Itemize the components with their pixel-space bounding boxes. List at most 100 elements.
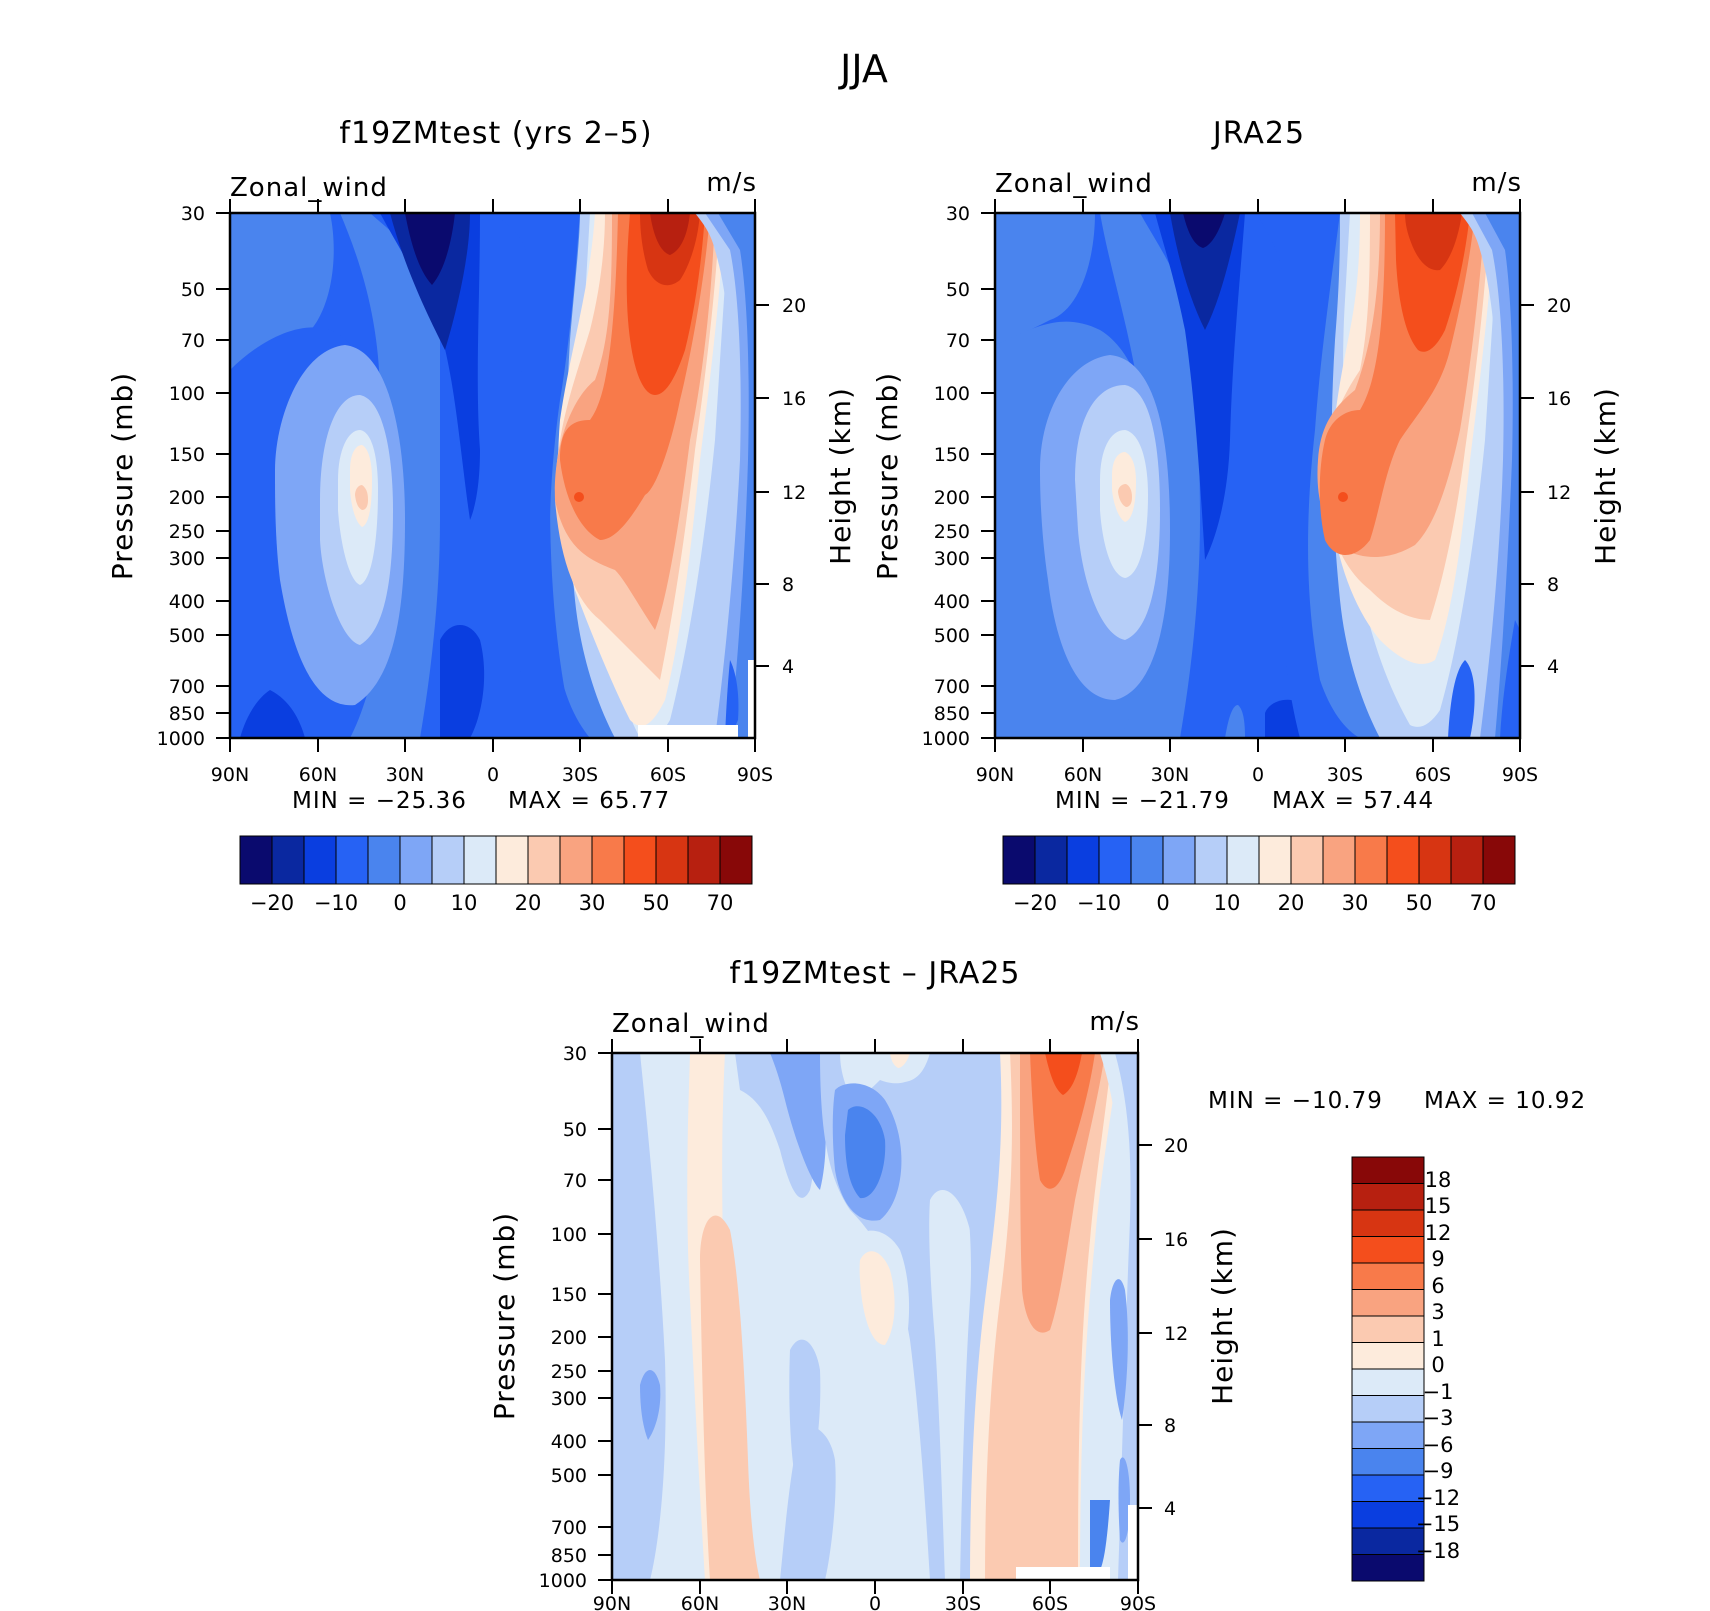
contour-field xyxy=(612,1053,1138,1580)
colorbar-labels: 18 15 12 9 6 3 1 0 −1 −3 −6 −9 −12 −15 −… xyxy=(1416,1168,1460,1563)
y-tick-labels: 30 50 70 100 150 200 250 300 400 500 700… xyxy=(922,203,970,750)
y-tick-label: 30 xyxy=(563,1043,587,1065)
colorbar-label: 30 xyxy=(1342,891,1369,915)
x-tick-labels: 90N 60N 30N 0 30S 60S 90S xyxy=(593,1593,1156,1611)
y2-tick-label: 4 xyxy=(1164,1498,1176,1520)
colorbar-label: 70 xyxy=(707,891,734,915)
y2-tick-labels: 20 16 12 8 4 xyxy=(1164,1135,1188,1520)
y-tick-label: 70 xyxy=(563,1170,587,1192)
y2-tick-label: 20 xyxy=(1547,295,1571,317)
y-tick-label: 500 xyxy=(934,625,970,647)
colorbar-swatch xyxy=(687,835,721,885)
panel-model: f19ZMtest (yrs 2–5) Zonal_wind m/s xyxy=(106,116,857,915)
colorbar-swatch xyxy=(1194,835,1228,885)
contour-field xyxy=(995,213,1520,738)
x-tick-label: 60S xyxy=(1032,1593,1068,1611)
y-tick-label: 300 xyxy=(169,548,205,570)
colorbar-swatch xyxy=(239,835,273,885)
colorbar-label: −12 xyxy=(1416,1486,1460,1510)
y2-tick-label: 12 xyxy=(782,482,806,504)
colorbar-swatch xyxy=(1351,1262,1425,1290)
colorbar-swatch xyxy=(1351,1289,1425,1317)
colorbar-label: 12 xyxy=(1425,1221,1452,1245)
colorbar-swatch xyxy=(495,835,529,885)
colorbar-label: 50 xyxy=(643,891,670,915)
y2-axis-label: Height (km) xyxy=(1206,1227,1239,1405)
colorbar-label: 18 xyxy=(1425,1168,1452,1192)
max-value: MAX = 65.77 xyxy=(508,788,670,814)
colorbar-label: 70 xyxy=(1470,891,1497,915)
y-tick-label: 50 xyxy=(946,279,970,301)
y-tick-label: 150 xyxy=(551,1284,587,1306)
x-tick-label: 30N xyxy=(768,1593,806,1611)
y2-tick-labels: 20 16 12 8 4 xyxy=(1547,295,1571,678)
colorbar-swatch xyxy=(655,835,689,885)
colorbar-label: 20 xyxy=(515,891,542,915)
colorbar-swatch xyxy=(335,835,369,885)
x-tick-label: 90S xyxy=(1120,1593,1156,1611)
y-tick-label: 1000 xyxy=(539,1570,587,1592)
y-tick-label: 70 xyxy=(181,330,205,352)
x-tick-label: 30N xyxy=(1151,764,1189,786)
y-tick-label: 200 xyxy=(169,487,205,509)
colorbar-labels: −20 −10 0 10 20 30 50 70 xyxy=(1013,891,1497,915)
colorbar-label: −10 xyxy=(314,891,358,915)
colorbar-label: 20 xyxy=(1278,891,1305,915)
y-tick-label: 100 xyxy=(551,1224,587,1246)
colorbar-label: 50 xyxy=(1406,891,1433,915)
x-tick-label: 90S xyxy=(737,764,773,786)
panel-title: JRA25 xyxy=(1211,116,1305,151)
y2-tick-label: 12 xyxy=(1164,1323,1188,1345)
colorbar-swatch xyxy=(1130,835,1164,885)
variable-label: Zonal_wind xyxy=(995,169,1153,199)
min-value: MIN = −21.79 xyxy=(1055,788,1230,814)
y-tick-label: 200 xyxy=(934,487,970,509)
colorbar-swatch xyxy=(1418,835,1452,885)
x-tick-label: 60S xyxy=(1415,764,1451,786)
colorbar-swatch xyxy=(623,835,657,885)
x-tick-label: 90N xyxy=(976,764,1014,786)
colorbar-label: −6 xyxy=(1423,1433,1454,1457)
panel-title: f19ZMtest – JRA25 xyxy=(729,956,1020,991)
x-tick-label: 60N xyxy=(1064,764,1102,786)
x-tick-labels: 90N 60N 30N 0 30S 60S 90S xyxy=(211,764,773,786)
y-tick-label: 700 xyxy=(169,676,205,698)
colorbar-label: 3 xyxy=(1431,1300,1444,1324)
units-label: m/s xyxy=(1471,168,1522,198)
colorbar-swatch xyxy=(1351,1342,1425,1370)
y-tick-label: 50 xyxy=(563,1119,587,1141)
colorbar-swatch xyxy=(1098,835,1132,885)
colorbar-swatch xyxy=(1002,835,1036,885)
y-tick-label: 250 xyxy=(551,1361,587,1383)
colorbar-label: −10 xyxy=(1077,891,1121,915)
colorbar-swatch xyxy=(527,835,561,885)
colorbar-swatch xyxy=(1351,1395,1425,1423)
colorbar-swatch xyxy=(1450,835,1484,885)
y-tick-label: 70 xyxy=(946,330,970,352)
panel-title: f19ZMtest (yrs 2–5) xyxy=(339,116,652,151)
y2-tick-label: 4 xyxy=(782,656,794,678)
y-tick-label: 850 xyxy=(551,1545,587,1567)
x-tick-label: 30S xyxy=(1327,764,1363,786)
colorbar xyxy=(1351,1156,1425,1582)
y-tick-label: 850 xyxy=(169,703,205,725)
y2-tick-label: 16 xyxy=(1547,388,1571,410)
panel-reanalysis: JRA25 Zonal_wind m/s xyxy=(871,116,1622,915)
colorbar-label: 0 xyxy=(393,891,406,915)
figure-title: JJA xyxy=(838,47,888,91)
colorbar-swatch xyxy=(1482,835,1516,885)
colorbar xyxy=(239,835,753,885)
colorbar-swatch xyxy=(1162,835,1196,885)
y-tick-label: 400 xyxy=(934,591,970,613)
colorbar-swatch xyxy=(1351,1448,1425,1476)
max-value: MAX = 57.44 xyxy=(1272,788,1434,814)
colorbar-swatch xyxy=(271,835,305,885)
x-tick-label: 0 xyxy=(1252,764,1264,786)
colorbar-label: 10 xyxy=(451,891,478,915)
y-tick-label: 700 xyxy=(934,676,970,698)
x-tick-label: 0 xyxy=(869,1593,881,1611)
variable-label: Zonal_wind xyxy=(230,173,388,203)
colorbar-swatch xyxy=(463,835,497,885)
y-tick-label: 200 xyxy=(551,1327,587,1349)
